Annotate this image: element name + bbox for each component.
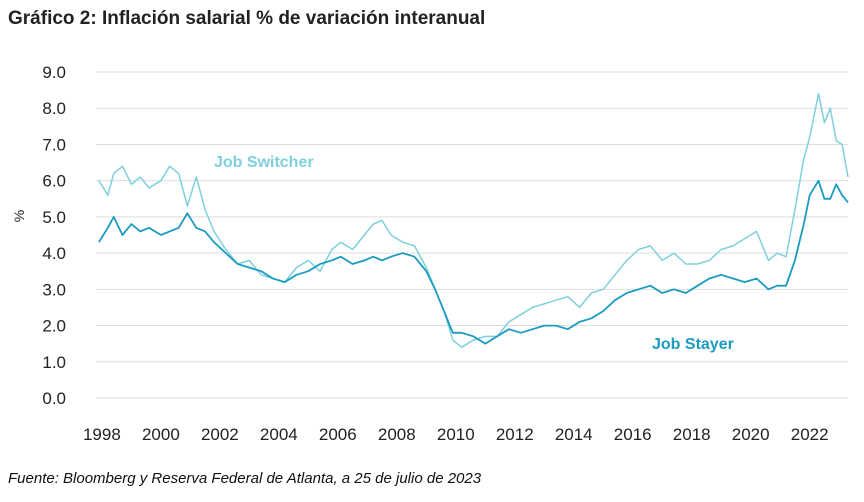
y-axis-label: % bbox=[11, 210, 27, 222]
y-tick-label: 8.0 bbox=[42, 99, 66, 118]
x-axis-ticks: 1998 2000 2002 2004 2006 2008 2010 2012 2014 2016… bbox=[83, 425, 829, 444]
x-tick-label: 2012 bbox=[496, 425, 534, 444]
series-label-job-stayer: Job Stayer bbox=[652, 336, 734, 353]
y-tick-label: 1.0 bbox=[42, 353, 66, 372]
y-tick-label: 9.0 bbox=[42, 63, 66, 82]
y-tick-label: 7.0 bbox=[42, 135, 66, 154]
x-tick-label: 2010 bbox=[437, 425, 475, 444]
gridlines bbox=[96, 71, 848, 399]
series-line-job-switcher bbox=[98, 92, 849, 349]
series-lines bbox=[98, 92, 849, 349]
x-tick-label: 2016 bbox=[614, 425, 652, 444]
y-axis-ticks: 0.0 1.0 2.0 3.0 4.0 5.0 6.0 7.0 8.0 9.0 bbox=[42, 63, 66, 408]
series-label-job-switcher: Job Switcher bbox=[214, 154, 314, 171]
y-tick-label: 3.0 bbox=[42, 280, 66, 299]
x-tick-label: 2022 bbox=[791, 425, 829, 444]
x-tick-label: 2008 bbox=[378, 425, 416, 444]
x-tick-label: 2020 bbox=[732, 425, 770, 444]
y-tick-label: 2.0 bbox=[42, 317, 66, 336]
source-note: Fuente: Bloomberg y Reserva Federal de A… bbox=[8, 470, 482, 487]
x-tick-label: 2014 bbox=[555, 425, 593, 444]
y-tick-label: 6.0 bbox=[42, 172, 66, 191]
x-tick-label: 2004 bbox=[260, 425, 298, 444]
x-tick-label: 2002 bbox=[201, 425, 239, 444]
x-tick-label: 2018 bbox=[673, 425, 711, 444]
y-tick-label: 4.0 bbox=[42, 244, 66, 263]
series-line-job-stayer bbox=[98, 179, 849, 345]
y-tick-label: 0.0 bbox=[42, 389, 66, 408]
x-tick-label: 2000 bbox=[142, 425, 180, 444]
chart-title: Gráfico 2: Inflación salarial % de varia… bbox=[8, 8, 486, 29]
y-tick-label: 5.0 bbox=[42, 208, 66, 227]
x-tick-label: 2006 bbox=[319, 425, 357, 444]
x-tick-label: 1998 bbox=[83, 425, 121, 444]
